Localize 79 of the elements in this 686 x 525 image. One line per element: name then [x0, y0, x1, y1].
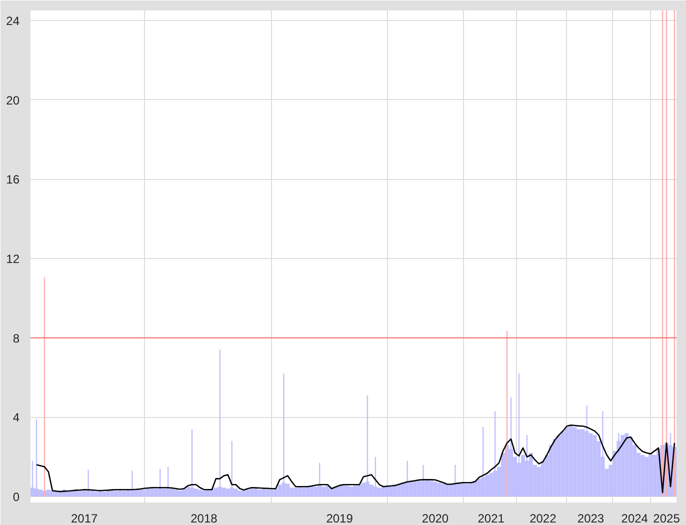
- bar: [142, 490, 146, 497]
- bar: [114, 490, 118, 497]
- y-tick-label: 8: [12, 331, 20, 346]
- bar: [262, 488, 266, 497]
- bar: [648, 452, 653, 497]
- bar: [397, 484, 402, 497]
- bar: [274, 488, 278, 497]
- bar: [556, 435, 561, 497]
- bar: [393, 484, 398, 497]
- bar: [174, 490, 178, 497]
- bar: [389, 486, 394, 497]
- bar: [306, 486, 310, 497]
- bar: [202, 490, 206, 497]
- bar: [473, 480, 478, 497]
- bar: [568, 425, 573, 497]
- bar: [357, 484, 362, 497]
- bar: [94, 492, 98, 497]
- bar: [564, 427, 569, 497]
- bar: [54, 492, 58, 497]
- y-tick-label: 4: [12, 410, 20, 425]
- x-tick-label: 2021: [478, 512, 505, 525]
- bar: [342, 484, 346, 497]
- bar: [326, 486, 330, 497]
- bar: [258, 490, 262, 497]
- bar: [178, 490, 182, 497]
- x-tick-label: 2024: [621, 512, 648, 525]
- bar: [381, 486, 386, 497]
- bar: [552, 439, 557, 497]
- bar: [238, 490, 242, 497]
- bar: [437, 482, 442, 497]
- y-tick-label: 12: [6, 252, 20, 266]
- bar: [122, 490, 126, 497]
- bar: [98, 490, 102, 497]
- line-series: [36, 424, 676, 494]
- x-tick-label: 2022: [530, 512, 557, 525]
- bar: [294, 488, 298, 497]
- bar: [266, 490, 270, 497]
- bar: [78, 490, 82, 497]
- bar: [254, 488, 258, 497]
- bar: [640, 454, 645, 497]
- y-tick-label: 20: [6, 93, 20, 108]
- bar: [106, 490, 110, 497]
- bar: [441, 484, 446, 497]
- x-tick-label: 2019: [326, 512, 354, 525]
- bar: [469, 482, 474, 497]
- bar: [250, 488, 254, 497]
- bar: [445, 484, 450, 497]
- bar: [298, 486, 302, 497]
- bar: [465, 484, 470, 497]
- bar: [572, 427, 577, 497]
- x-tick-label: 2025: [653, 512, 680, 525]
- bar: [346, 486, 350, 497]
- bar: [182, 488, 186, 497]
- bar: [198, 490, 202, 497]
- bar: [429, 480, 434, 497]
- bar: [242, 490, 246, 497]
- bar: [146, 488, 150, 497]
- bar: [628, 437, 633, 497]
- bar: [620, 435, 625, 497]
- bar: [461, 482, 466, 497]
- bar: [644, 456, 649, 497]
- bar: [50, 490, 54, 497]
- x-tick-label: 2018: [190, 512, 218, 525]
- bar: [338, 486, 342, 497]
- x-tick-label: 2023: [577, 512, 604, 525]
- bar: [624, 433, 629, 497]
- bar: [302, 488, 306, 497]
- y-tick-label: 0: [12, 490, 20, 504]
- bar: [576, 429, 581, 497]
- x-tick-label: 2017: [70, 512, 98, 525]
- y-tick-label: 16: [6, 172, 20, 187]
- bar: [560, 431, 565, 497]
- y-tick-label: 24: [6, 14, 20, 28]
- x-tick-label: 2020: [422, 512, 449, 525]
- bar: [413, 482, 418, 497]
- bar: [290, 488, 294, 497]
- bar: [102, 492, 106, 497]
- bar: [46, 490, 50, 497]
- bar: [246, 490, 250, 497]
